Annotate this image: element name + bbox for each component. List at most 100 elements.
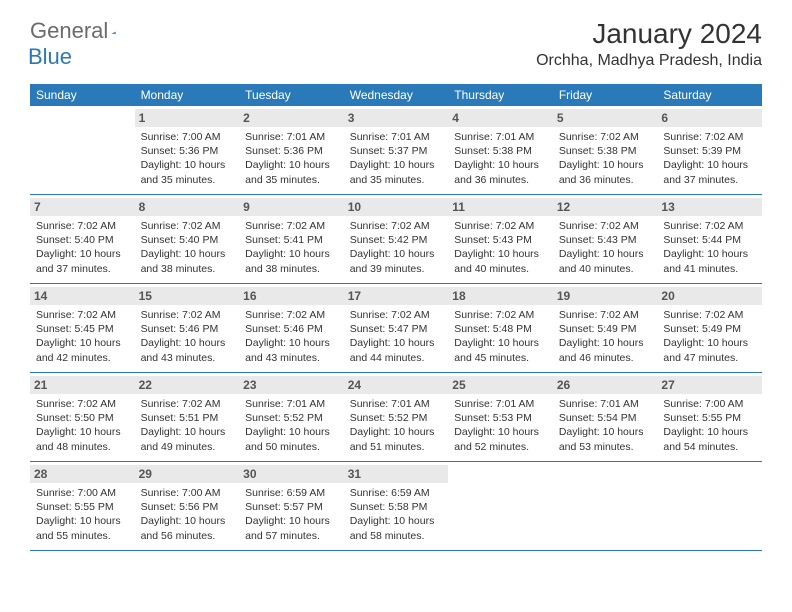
day-number: 31 [344,465,449,483]
day-info: Sunrise: 7:02 AMSunset: 5:46 PMDaylight:… [245,308,338,365]
sunset-text: Sunset: 5:46 PM [245,322,338,336]
day-info: Sunrise: 7:01 AMSunset: 5:36 PMDaylight:… [245,130,338,187]
daylight-text: Daylight: 10 hours and 54 minutes. [663,425,756,453]
day-number: 7 [30,198,135,216]
calendar-cell: 10Sunrise: 7:02 AMSunset: 5:42 PMDayligh… [344,195,449,283]
day-number: 5 [553,109,658,127]
sunset-text: Sunset: 5:38 PM [559,144,652,158]
sunrise-text: Sunrise: 7:01 AM [559,397,652,411]
calendar-cell [553,462,658,550]
day-info: Sunrise: 7:02 AMSunset: 5:50 PMDaylight:… [36,397,129,454]
daylight-text: Daylight: 10 hours and 50 minutes. [245,425,338,453]
daylight-text: Daylight: 10 hours and 58 minutes. [350,514,443,542]
sunrise-text: Sunrise: 7:01 AM [454,397,547,411]
weekday-label: Monday [135,84,240,106]
day-info: Sunrise: 7:00 AMSunset: 5:56 PMDaylight:… [141,486,234,543]
sunset-text: Sunset: 5:36 PM [245,144,338,158]
daylight-text: Daylight: 10 hours and 48 minutes. [36,425,129,453]
sunset-text: Sunset: 5:56 PM [141,500,234,514]
calendar-cell: 27Sunrise: 7:00 AMSunset: 5:55 PMDayligh… [657,373,762,461]
calendar-cell: 2Sunrise: 7:01 AMSunset: 5:36 PMDaylight… [239,106,344,194]
day-info: Sunrise: 7:01 AMSunset: 5:38 PMDaylight:… [454,130,547,187]
sunset-text: Sunset: 5:41 PM [245,233,338,247]
sunrise-text: Sunrise: 7:02 AM [141,308,234,322]
logo-triangle-icon [112,21,116,37]
calendar-cell: 28Sunrise: 7:00 AMSunset: 5:55 PMDayligh… [30,462,135,550]
calendar-week: 7 Sunrise: 7:02 AMSunset: 5:40 PMDaylight… [30,195,762,284]
sunrise-text: Sunrise: 7:02 AM [454,308,547,322]
daylight-text: Daylight: 10 hours and 44 minutes. [350,336,443,364]
day-info: Sunrise: 7:02 AMSunset: 5:49 PMDaylight:… [663,308,756,365]
day-info: Sunrise: 7:02 AMSunset: 5:40 PMDaylight:… [141,219,234,276]
calendar-cell: 12 Sunrise: 7:02 AMSunset: 5:43 PMDayligh… [553,195,658,283]
daylight-text: Daylight: 10 hours and 49 minutes. [141,425,234,453]
weekday-label: Friday [553,84,658,106]
day-number: 18 [448,287,553,305]
calendar-cell: 1Sunrise: 7:00 AMSunset: 5:36 PMDaylight… [135,106,240,194]
calendar-cell: 21 Sunrise: 7:02 AMSunset: 5:50 PMDayligh… [30,373,135,461]
logo-line2: Blue [30,44,72,70]
sunset-text: Sunset: 5:57 PM [245,500,338,514]
sunrise-text: Sunrise: 7:02 AM [663,130,756,144]
day-info: Sunrise: 7:02 AMSunset: 5:43 PMDaylight:… [559,219,652,276]
day-info: Sunrise: 7:02 AMSunset: 5:45 PMDaylight:… [36,308,129,365]
calendar-cell: 20Sunrise: 7:02 AMSunset: 5:49 PMDayligh… [657,284,762,372]
sunrise-text: Sunrise: 7:02 AM [559,308,652,322]
day-number: 9 [239,198,344,216]
sunrise-text: Sunrise: 7:00 AM [36,486,129,500]
weekday-header: Sunday Monday Tuesday Wednesday Thursday… [30,84,762,106]
daylight-text: Daylight: 10 hours and 36 minutes. [559,158,652,186]
logo-word-1: General [30,18,108,44]
calendar-cell: 25Sunrise: 7:01 AMSunset: 5:53 PMDayligh… [448,373,553,461]
day-info: Sunrise: 7:02 AMSunset: 5:39 PMDaylight:… [663,130,756,187]
day-number: 6 [657,109,762,127]
daylight-text: Daylight: 10 hours and 37 minutes. [663,158,756,186]
day-info: Sunrise: 6:59 AMSunset: 5:57 PMDaylight:… [245,486,338,543]
sunset-text: Sunset: 5:55 PM [663,411,756,425]
sunset-text: Sunset: 5:46 PM [141,322,234,336]
calendar-week: 1Sunrise: 7:00 AMSunset: 5:36 PMDaylight… [30,106,762,195]
sunset-text: Sunset: 5:52 PM [245,411,338,425]
sunset-text: Sunset: 5:45 PM [36,322,129,336]
sunrise-text: Sunrise: 7:02 AM [141,219,234,233]
sunrise-text: Sunrise: 7:01 AM [454,130,547,144]
day-number: 21 [30,376,135,394]
sunrise-text: Sunrise: 7:02 AM [36,219,129,233]
day-info: Sunrise: 7:01 AMSunset: 5:52 PMDaylight:… [350,397,443,454]
sunrise-text: Sunrise: 7:02 AM [245,219,338,233]
day-number: 29 [135,465,240,483]
calendar-cell [448,462,553,550]
sunrise-text: Sunrise: 7:00 AM [141,130,234,144]
sunrise-text: Sunrise: 7:02 AM [36,308,129,322]
daylight-text: Daylight: 10 hours and 46 minutes. [559,336,652,364]
calendar-cell: 3Sunrise: 7:01 AMSunset: 5:37 PMDaylight… [344,106,449,194]
day-number [448,465,553,469]
day-number: 17 [344,287,449,305]
day-number: 28 [30,465,135,483]
day-info: Sunrise: 7:02 AMSunset: 5:42 PMDaylight:… [350,219,443,276]
daylight-text: Daylight: 10 hours and 36 minutes. [454,158,547,186]
sunrise-text: Sunrise: 7:01 AM [350,130,443,144]
sunrise-text: Sunrise: 7:01 AM [350,397,443,411]
calendar-cell: 31Sunrise: 6:59 AMSunset: 5:58 PMDayligh… [344,462,449,550]
sunrise-text: Sunrise: 7:02 AM [663,219,756,233]
sunrise-text: Sunrise: 6:59 AM [350,486,443,500]
page-header: General January 2024 Orchha, Madhya Prad… [0,0,792,78]
daylight-text: Daylight: 10 hours and 57 minutes. [245,514,338,542]
day-info: Sunrise: 7:02 AMSunset: 5:38 PMDaylight:… [559,130,652,187]
daylight-text: Daylight: 10 hours and 42 minutes. [36,336,129,364]
calendar-cell: 8Sunrise: 7:02 AMSunset: 5:40 PMDaylight… [135,195,240,283]
calendar-cell: 19Sunrise: 7:02 AMSunset: 5:49 PMDayligh… [553,284,658,372]
sunset-text: Sunset: 5:53 PM [454,411,547,425]
calendar-body: 1Sunrise: 7:00 AMSunset: 5:36 PMDaylight… [30,106,762,551]
sunrise-text: Sunrise: 6:59 AM [245,486,338,500]
daylight-text: Daylight: 10 hours and 35 minutes. [245,158,338,186]
day-info: Sunrise: 7:02 AMSunset: 5:44 PMDaylight:… [663,219,756,276]
day-info: Sunrise: 7:02 AMSunset: 5:43 PMDaylight:… [454,219,547,276]
sunrise-text: Sunrise: 7:01 AM [245,130,338,144]
weekday-label: Sunday [30,84,135,106]
sunset-text: Sunset: 5:42 PM [350,233,443,247]
daylight-text: Daylight: 10 hours and 52 minutes. [454,425,547,453]
sunrise-text: Sunrise: 7:02 AM [245,308,338,322]
day-number: 12 [553,198,658,216]
